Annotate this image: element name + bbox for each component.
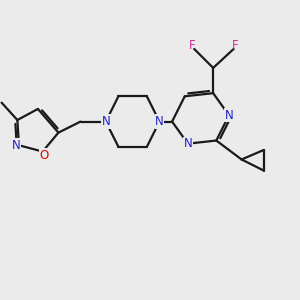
Text: N: N [11, 139, 20, 152]
Text: F: F [232, 39, 238, 52]
Text: N: N [184, 137, 192, 150]
Text: N: N [101, 115, 110, 128]
Text: F: F [189, 39, 196, 52]
Text: N: N [155, 115, 164, 128]
Text: N: N [225, 109, 233, 122]
Text: O: O [40, 149, 49, 162]
